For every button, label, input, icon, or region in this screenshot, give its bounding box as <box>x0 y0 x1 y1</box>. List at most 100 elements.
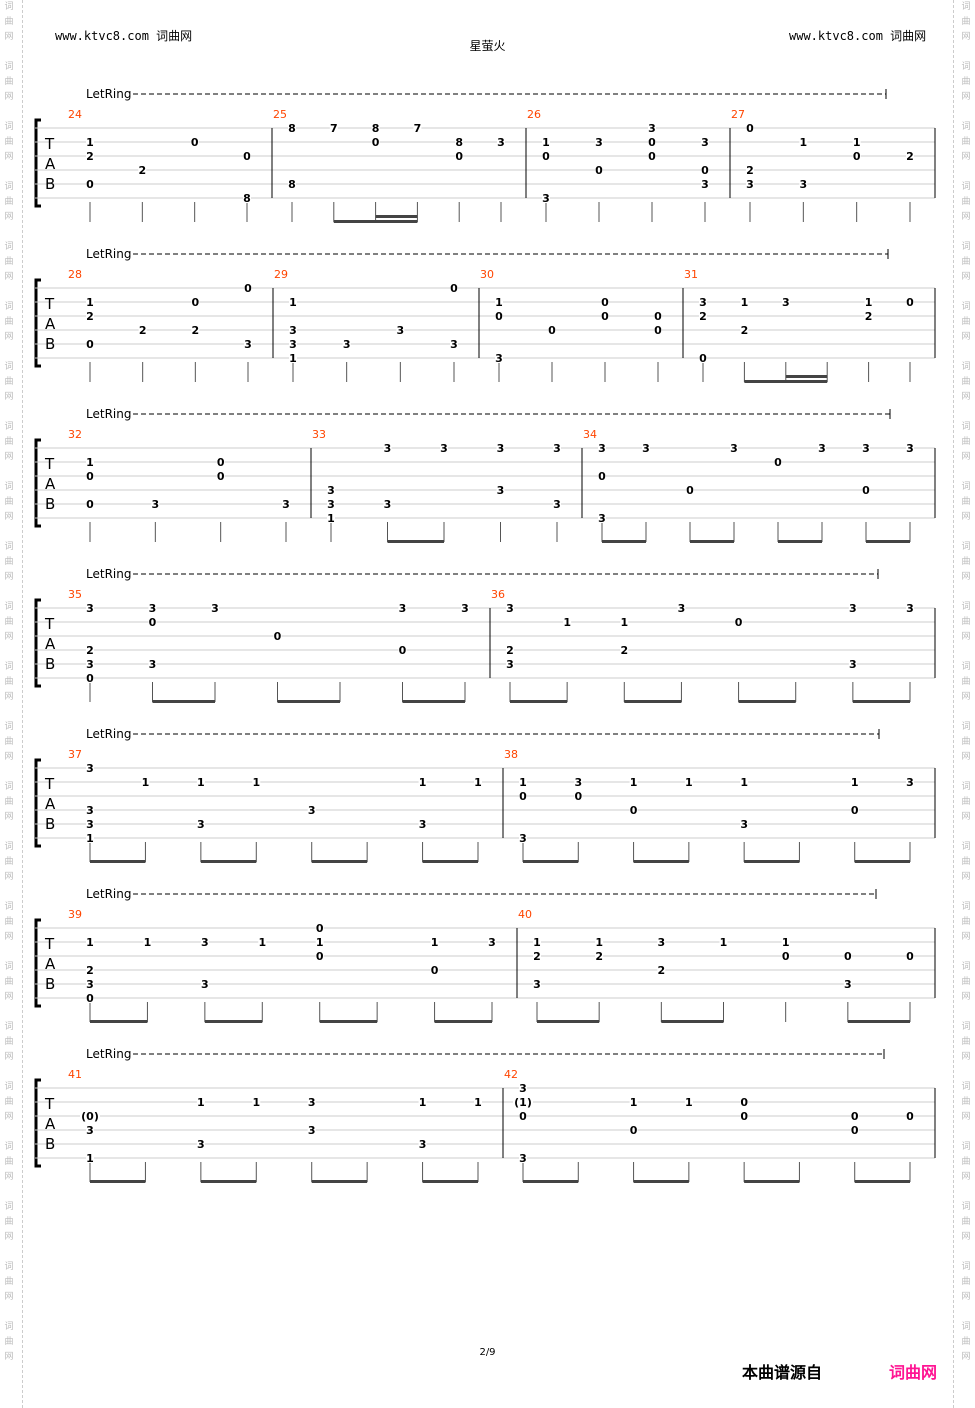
fret-number: 0 <box>701 164 709 177</box>
fret-number: 1 <box>86 936 94 949</box>
header-site-left: www.ktvc8.com 词曲网 <box>55 29 193 43</box>
fret-background <box>315 937 324 947</box>
fret-background <box>506 603 514 613</box>
watermark-char: 词 <box>4 902 14 912</box>
beam <box>90 860 146 863</box>
fret-background <box>848 603 857 613</box>
watermark-char: 网 <box>961 632 971 642</box>
beam <box>200 1180 257 1183</box>
fret-number: 2 <box>86 644 94 657</box>
watermark-char: 词 <box>4 1082 14 1092</box>
fret-number: 1 <box>720 936 728 949</box>
tab-clef-letter: B <box>45 975 55 993</box>
fret-background <box>519 1111 527 1121</box>
fret-number: 3 <box>862 442 870 455</box>
fret-number: 0 <box>548 324 556 337</box>
fret-number: 3 <box>678 602 686 615</box>
fret-background <box>553 499 561 509</box>
watermark-char: 网 <box>961 92 971 102</box>
watermark-char: 网 <box>4 1052 14 1062</box>
watermark-char: 词 <box>4 302 14 312</box>
fret-background <box>148 617 157 627</box>
watermark-char: 词 <box>4 62 14 72</box>
watermark-char: 词 <box>961 1082 971 1092</box>
watermark-char: 曲 <box>961 617 971 627</box>
fret-number: 1 <box>542 136 550 149</box>
fret-background <box>196 777 205 787</box>
fret-background <box>289 297 297 307</box>
fret-background <box>746 165 754 175</box>
measure-number: 29 <box>274 268 288 281</box>
tab-clef-letter: T <box>44 1095 55 1113</box>
fret-number: 3 <box>818 442 826 455</box>
fret-background <box>196 1139 205 1149</box>
fret-number: 3 <box>642 442 650 455</box>
fret-background <box>383 499 392 509</box>
fret-background <box>629 1097 638 1107</box>
fret-background <box>258 937 267 947</box>
watermark-char: 词 <box>4 1262 14 1272</box>
fret-background <box>654 311 662 321</box>
let-ring-label: LetRing <box>86 407 131 421</box>
system-bracket <box>34 1078 41 1168</box>
fret-number: 3 <box>244 338 252 351</box>
fret-background <box>430 965 439 975</box>
fret-number: 1 <box>533 936 541 949</box>
fret-number: 7 <box>414 122 422 135</box>
fret-number: 3 <box>86 978 94 991</box>
fret-background <box>307 805 316 815</box>
fret-number: 1 <box>86 136 94 149</box>
watermark-char: 曲 <box>4 197 14 207</box>
watermark-char: 词 <box>4 482 14 492</box>
system-bracket <box>34 438 41 528</box>
fret-number: 3 <box>506 658 514 671</box>
fret-number: 2 <box>139 164 147 177</box>
fret-number: 2 <box>699 310 707 323</box>
fret-number: 3 <box>149 602 157 615</box>
tab-clef-letter: T <box>44 775 55 793</box>
fret-number: 1 <box>851 776 859 789</box>
fret-number: 3 <box>488 936 496 949</box>
fret-background <box>542 137 550 147</box>
fret-background <box>327 499 335 509</box>
watermark-char: 曲 <box>961 317 971 327</box>
fret-number: 1 <box>144 936 152 949</box>
beam <box>690 540 734 543</box>
fret-number: 0 <box>519 1110 527 1123</box>
fret-number: 0 <box>542 150 550 163</box>
fret-background <box>648 151 656 161</box>
watermark-char: 词 <box>961 482 971 492</box>
let-ring-label: LetRing <box>86 727 131 741</box>
beam <box>537 1020 600 1023</box>
beam <box>744 380 828 383</box>
beam <box>854 1180 910 1183</box>
watermark-char: 词 <box>961 182 971 192</box>
tab-clef-letter: B <box>45 175 55 193</box>
watermark-char: 网 <box>4 152 14 162</box>
fret-background <box>595 137 603 147</box>
fret-number: (1) <box>514 1096 532 1109</box>
fret-number: 2 <box>86 310 94 323</box>
watermark-char: 词 <box>4 242 14 252</box>
watermark-char: 网 <box>4 752 14 762</box>
fret-background <box>850 805 859 815</box>
watermark-char: 网 <box>4 92 14 102</box>
fret-number: 1 <box>495 296 503 309</box>
watermark-char: 网 <box>961 1052 971 1062</box>
fret-background <box>288 123 296 133</box>
watermark-char: 词 <box>4 1142 14 1152</box>
watermark-char: 网 <box>961 812 971 822</box>
tab-clef-letter: A <box>45 1115 56 1133</box>
beam <box>90 1020 148 1023</box>
watermark-char: 曲 <box>961 257 971 267</box>
tab-clef-letter: B <box>45 495 55 513</box>
tab-clef-letter: T <box>44 615 55 633</box>
fret-background <box>86 833 94 843</box>
watermark-char: 词 <box>4 182 14 192</box>
system-bracket <box>34 758 41 848</box>
fret-background <box>396 325 405 335</box>
fret-background <box>598 443 606 453</box>
fret-number: 0 <box>906 296 914 309</box>
fret-background <box>138 165 147 175</box>
watermark-char: 词 <box>961 422 971 432</box>
